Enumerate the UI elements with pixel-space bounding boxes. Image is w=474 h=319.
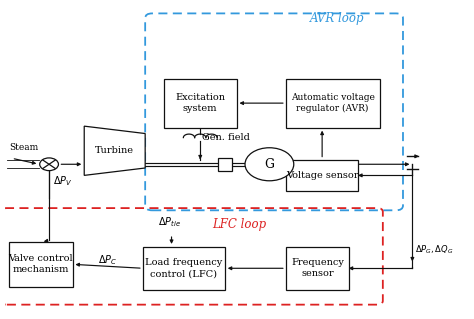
Circle shape xyxy=(245,148,294,181)
FancyBboxPatch shape xyxy=(286,247,349,290)
Text: LFC loop: LFC loop xyxy=(212,218,266,231)
Text: $\Delta P_{tie}$: $\Delta P_{tie}$ xyxy=(158,216,181,229)
Text: Gen. field: Gen. field xyxy=(202,133,250,142)
Text: Load frequency
control (LFC): Load frequency control (LFC) xyxy=(145,258,222,278)
Text: Voltage sensor: Voltage sensor xyxy=(286,171,358,180)
FancyBboxPatch shape xyxy=(218,158,232,171)
FancyBboxPatch shape xyxy=(143,247,225,290)
Text: $\Delta P_G, \Delta Q_G$: $\Delta P_G, \Delta Q_G$ xyxy=(415,244,453,256)
FancyBboxPatch shape xyxy=(164,78,237,128)
Polygon shape xyxy=(84,126,145,175)
Text: Frequency
sensor: Frequency sensor xyxy=(291,258,344,278)
Text: $\Delta P_C$: $\Delta P_C$ xyxy=(98,253,117,267)
Text: Turbine: Turbine xyxy=(95,146,134,155)
Text: G: G xyxy=(264,158,274,171)
Circle shape xyxy=(40,158,58,171)
Text: Excitation
system: Excitation system xyxy=(175,93,225,113)
FancyBboxPatch shape xyxy=(9,242,73,286)
FancyBboxPatch shape xyxy=(286,160,358,191)
FancyBboxPatch shape xyxy=(286,78,380,128)
Text: $\Delta P_V$: $\Delta P_V$ xyxy=(53,174,73,188)
Text: Valve control
mechanism: Valve control mechanism xyxy=(9,255,73,274)
Text: Steam: Steam xyxy=(9,143,38,152)
Text: AVR loop: AVR loop xyxy=(310,12,365,25)
Text: Automatic voltage
regulator (AVR): Automatic voltage regulator (AVR) xyxy=(291,93,374,113)
